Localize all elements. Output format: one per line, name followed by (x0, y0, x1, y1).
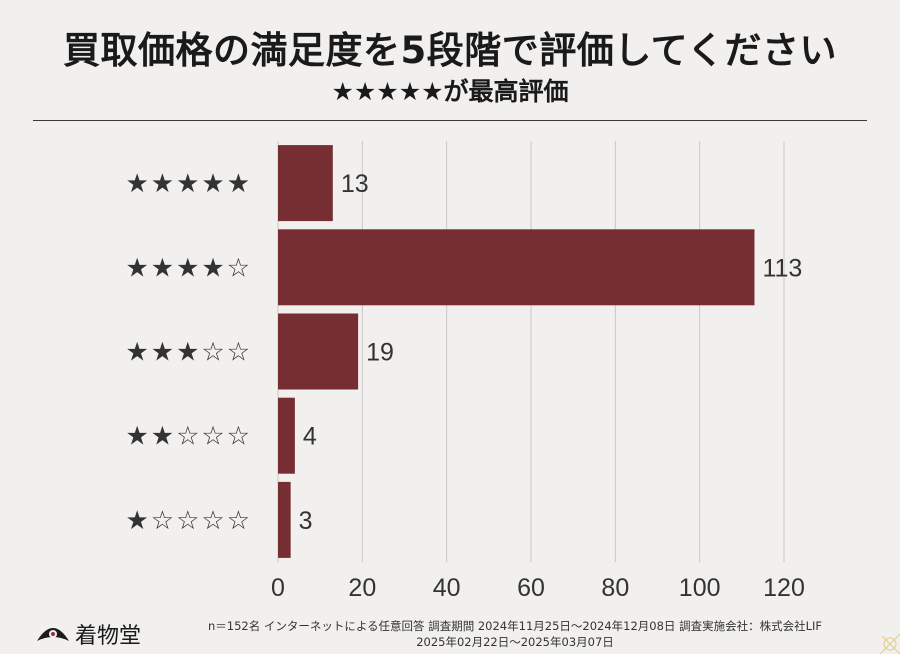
x-tick-label: 120 (763, 574, 805, 602)
bar-value-label: 19 (366, 339, 394, 367)
value-labels: 13 113 19 4 3 (299, 170, 803, 535)
x-tick-label: 20 (348, 574, 376, 602)
corner-flower-icon (879, 633, 900, 654)
survey-footnote: n＝152名 インターネットによる任意回答 調査期間 2024年11月25日〜2… (170, 618, 860, 650)
bar-value-label: 4 (303, 423, 317, 451)
bar-value-label: 13 (341, 170, 369, 198)
footnote-line-2: 2025年02月22日〜2025年03月07日 (416, 635, 614, 649)
bar (278, 481, 291, 558)
bar-value-label: 113 (762, 254, 802, 282)
x-tick-label: 60 (517, 574, 545, 602)
category-label: ★★★☆☆ (125, 338, 252, 368)
bar (278, 229, 755, 306)
grid-lines (277, 141, 785, 562)
x-tick-label: 0 (271, 574, 285, 602)
x-tick-label: 80 (601, 574, 629, 602)
chart-subtitle: ★★★★★が最高評価 (331, 77, 569, 106)
category-label: ★☆☆☆☆ (125, 506, 252, 536)
footnote-line-1: n＝152名 インターネットによる任意回答 調査期間 2024年11月25日〜2… (208, 619, 822, 633)
bar (278, 397, 295, 474)
chart-title: 買取価格の満足度を5段階で評価してください (62, 29, 838, 72)
kimonodo-logo: 着物堂 (35, 620, 142, 649)
fan-icon (37, 628, 69, 641)
logo-text: 着物堂 (75, 624, 142, 649)
category-label: ★★★★☆ (125, 253, 252, 283)
category-labels: ★★★★★ ★★★★☆ ★★★☆☆ ★★☆☆☆ ★☆☆☆☆ (125, 169, 252, 536)
bar (278, 313, 359, 390)
x-tick-label: 100 (679, 574, 721, 602)
title-divider (33, 120, 867, 121)
category-label: ★★★★★ (125, 169, 252, 199)
bar (278, 145, 333, 222)
bar-value-label: 3 (299, 507, 313, 535)
x-tick-label: 40 (433, 574, 461, 602)
bars (278, 145, 755, 558)
category-label: ★★☆☆☆ (125, 422, 252, 452)
x-tick-labels: 0 20 40 60 80 100 120 (271, 574, 805, 602)
